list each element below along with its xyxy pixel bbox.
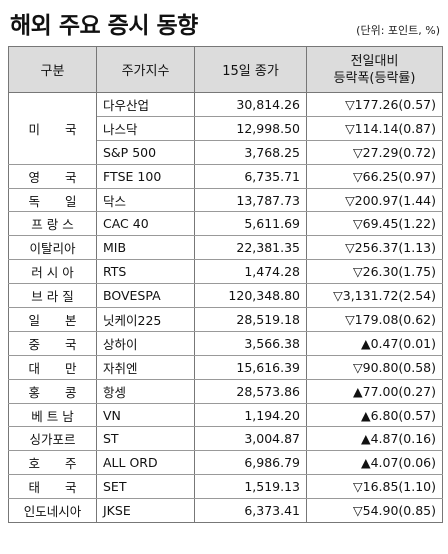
change-value: ▽114.14(0.87) [306,116,443,141]
table-row: 러 시 아 RTS 1,474.28 ▽26.30(1.75) [8,259,443,285]
index-name: MIB [96,235,195,261]
change-value: ▽256.37(1.13) [306,235,443,261]
region-name: 이탈리아 [8,235,97,261]
region-name: 태 국 [8,474,97,500]
header-change-line2: 등락폭(등락률) [333,70,416,86]
index-name: 다우산업 [96,92,195,117]
region-name: 홍 콩 [8,379,97,404]
change-value: ▲4.07(0.06) [306,450,443,476]
index-name: 항셍 [96,379,195,404]
change-value: ▽27.29(0.72) [306,140,443,165]
change-value: ▽3,131.72(2.54) [306,283,443,309]
change-value: ▲0.47(0.01) [306,331,443,356]
table-row: 프 랑 스 CAC 40 5,611.69 ▽69.45(1.22) [8,211,443,237]
index-name: 상하이 [96,331,195,356]
table-row: 브 라 질 BOVESPA 120,348.80 ▽3,131.72(2.54) [8,283,443,309]
header-change-line1: 전일대비 [350,53,399,69]
change-value: ▽54.90(0.85) [306,498,443,524]
index-name: VN [96,403,195,428]
index-name: CAC 40 [96,211,195,237]
change-value: ▽66.25(0.97) [306,164,443,189]
region-name: 대 만 [8,355,97,380]
change-value: ▲6.80(0.57) [306,403,443,428]
change-value: ▽69.45(1.22) [306,211,443,237]
close-value: 5,611.69 [194,211,307,237]
close-value: 6,373.41 [194,498,307,524]
region-name: 중 국 [8,331,97,356]
close-value: 3,004.87 [194,426,307,452]
region-name: 러 시 아 [8,259,97,285]
table-row: 독 일 닥스 13,787.73 ▽200.97(1.44) [8,188,443,213]
close-value: 12,998.50 [194,116,307,141]
change-value: ▽16.85(1.10) [306,474,443,500]
region-name: 프 랑 스 [8,211,97,237]
region-name: 베 트 남 [8,403,97,428]
close-value: 1,194.20 [194,403,307,428]
table-row: 미 국 다우산업 30,814.26 ▽177.26(0.57) [8,92,443,165]
header-index: 주가지수 [96,46,195,93]
close-value: 1,474.28 [194,259,307,285]
close-value: 22,381.35 [194,235,307,261]
table-body: 미 국 다우산업 30,814.26 ▽177.26(0.57) 나스닥 12,… [8,92,443,524]
table-row: 영 국 FTSE 100 6,735.71 ▽66.25(0.97) [8,164,443,189]
table-row: 홍 콩 항셍 28,573.86 ▲77.00(0.27) [8,379,443,404]
change-value: ▽179.08(0.62) [306,307,443,332]
close-value: 3,566.38 [194,331,307,356]
unit-note: (단위: 포인트, %) [356,24,440,37]
index-name: RTS [96,259,195,285]
table-row: 베 트 남 VN 1,194.20 ▲6.80(0.57) [8,403,443,428]
change-value: ▲4.87(0.16) [306,426,443,452]
table-row: 호 주 ALL ORD 6,986.79 ▲4.07(0.06) [8,450,443,476]
index-name: BOVESPA [96,283,195,309]
table-row: 대 만 자취엔 15,616.39 ▽90.80(0.58) [8,355,443,380]
change-value: ▽200.97(1.44) [306,188,443,213]
change-value: ▲77.00(0.27) [306,379,443,404]
header-change: 전일대비 등락폭(등락률) [306,46,443,93]
index-name: ALL ORD [96,450,195,476]
index-name: JKSE [96,498,195,524]
index-name: 나스닥 [96,116,195,141]
stock-index-table: 구분 주가지수 15일 종가 전일대비 등락폭(등락률) 미 국 다우산업 30… [8,46,443,524]
table-row: 일 본 닛케이225 28,519.18 ▽179.08(0.62) [8,307,443,332]
table-row: S&P 500 3,768.25 ▽27.29(0.72) [9,140,443,165]
region-name: 독 일 [8,188,97,213]
close-value: 28,573.86 [194,379,307,404]
region-name: 영 국 [8,164,97,189]
close-value: 6,986.79 [194,450,307,476]
table-row: 태 국 SET 1,519.13 ▽16.85(1.10) [8,474,443,500]
close-value: 13,787.73 [194,188,307,213]
index-name: 닥스 [96,188,195,213]
index-name: FTSE 100 [96,164,195,189]
region-cell-us: 미 국 [8,92,97,165]
region-name: 브 라 질 [8,283,97,309]
index-name: SET [96,474,195,500]
region-name: 호 주 [8,450,97,476]
table-row: 이탈리아 MIB 22,381.35 ▽256.37(1.13) [8,235,443,261]
close-value: 1,519.13 [194,474,307,500]
close-value: 6,735.71 [194,164,307,189]
region-name: 일 본 [8,307,97,332]
table-row: 나스닥 12,998.50 ▽114.14(0.87) [9,116,443,141]
region-name: 싱가포르 [8,426,97,452]
header-region: 구분 [8,46,97,93]
index-name: S&P 500 [96,140,195,165]
page-title: 해외 주요 증시 동향 [10,13,198,39]
region-name: 인도네시아 [8,498,97,524]
close-value: 28,519.18 [194,307,307,332]
close-value: 3,768.25 [194,140,307,165]
table-row: 중 국 상하이 3,566.38 ▲0.47(0.01) [8,331,443,356]
index-name: 닛케이225 [96,307,195,332]
close-value: 120,348.80 [194,283,307,309]
change-value: ▽90.80(0.58) [306,355,443,380]
table-row: 싱가포르 ST 3,004.87 ▲4.87(0.16) [8,426,443,452]
table-header-row: 구분 주가지수 15일 종가 전일대비 등락폭(등락률) [8,46,443,93]
index-name: ST [96,426,195,452]
table-row: 인도네시아 JKSE 6,373.41 ▽54.90(0.85) [8,498,443,524]
close-value: 15,616.39 [194,355,307,380]
change-value: ▽26.30(1.75) [306,259,443,285]
close-value: 30,814.26 [194,92,307,117]
change-value: ▽177.26(0.57) [306,92,443,117]
index-name: 자취엔 [96,355,195,380]
header-close: 15일 종가 [194,46,307,93]
